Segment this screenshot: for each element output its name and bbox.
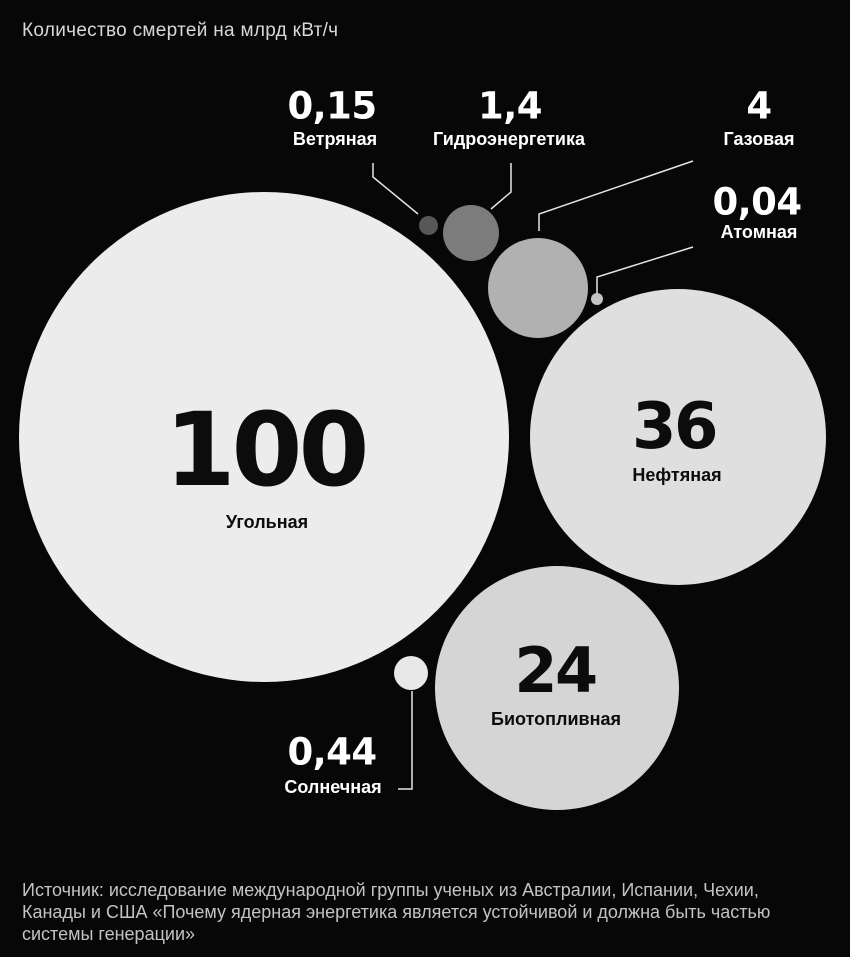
source-line-2: Канады и США «Почему ядерная энергетика … <box>22 902 771 922</box>
bubble-biofuel <box>435 566 679 810</box>
bubble-value-hydro: 1,4 <box>478 84 542 128</box>
bubble-solar <box>394 656 428 690</box>
connector-lines <box>372 160 694 790</box>
bubble-label-hydro: Гидроэнергетика <box>433 129 585 149</box>
bubble-label-biofuel: Биотопливная <box>491 709 621 729</box>
bubble-gas <box>488 238 588 338</box>
bubble-label-coal: Угольная <box>225 512 309 532</box>
bubble-oil <box>530 289 826 585</box>
bubble-value-solar: 0,44 <box>287 730 377 774</box>
bubble-value-wind: 0,15 <box>287 84 377 128</box>
bubble-wind <box>418 215 438 235</box>
bubble-value-oil: 36 <box>632 390 719 464</box>
bubble-label-wind: Ветряная <box>292 129 378 149</box>
chart-title: Количество смертей на млрд кВт/ч <box>22 20 339 41</box>
connector-hydro <box>490 163 512 210</box>
bubble-label-solar: Солнечная <box>284 777 382 797</box>
bubble-value-coal: 100 <box>164 391 370 510</box>
bubble-chart: 100 Угольная 36 Нефтяная 24 Биотопливная 4 Газо… <box>19 84 826 810</box>
connector-wind <box>372 163 419 215</box>
connector-solar <box>398 691 413 790</box>
connector-nuclear <box>596 246 694 294</box>
bubble-hydro <box>443 205 499 261</box>
source-line-3: системы генерации» <box>22 924 196 944</box>
connector-gas <box>538 160 694 231</box>
source-note: Источник: исследование международной гру… <box>22 879 770 945</box>
bubble-label-gas: Газовая <box>723 129 795 149</box>
bubble-label-oil: Нефтяная <box>632 465 722 485</box>
bubble-nuclear <box>591 293 603 305</box>
bubble-coal <box>19 192 509 682</box>
bubble-value-biofuel: 24 <box>514 634 598 707</box>
source-line-1: Источник: исследование международной гру… <box>22 880 759 900</box>
bubble-label-nuclear: Атомная <box>720 222 798 242</box>
bubble-value-gas: 4 <box>746 84 772 128</box>
bubble-value-nuclear: 0,04 <box>712 180 802 224</box>
